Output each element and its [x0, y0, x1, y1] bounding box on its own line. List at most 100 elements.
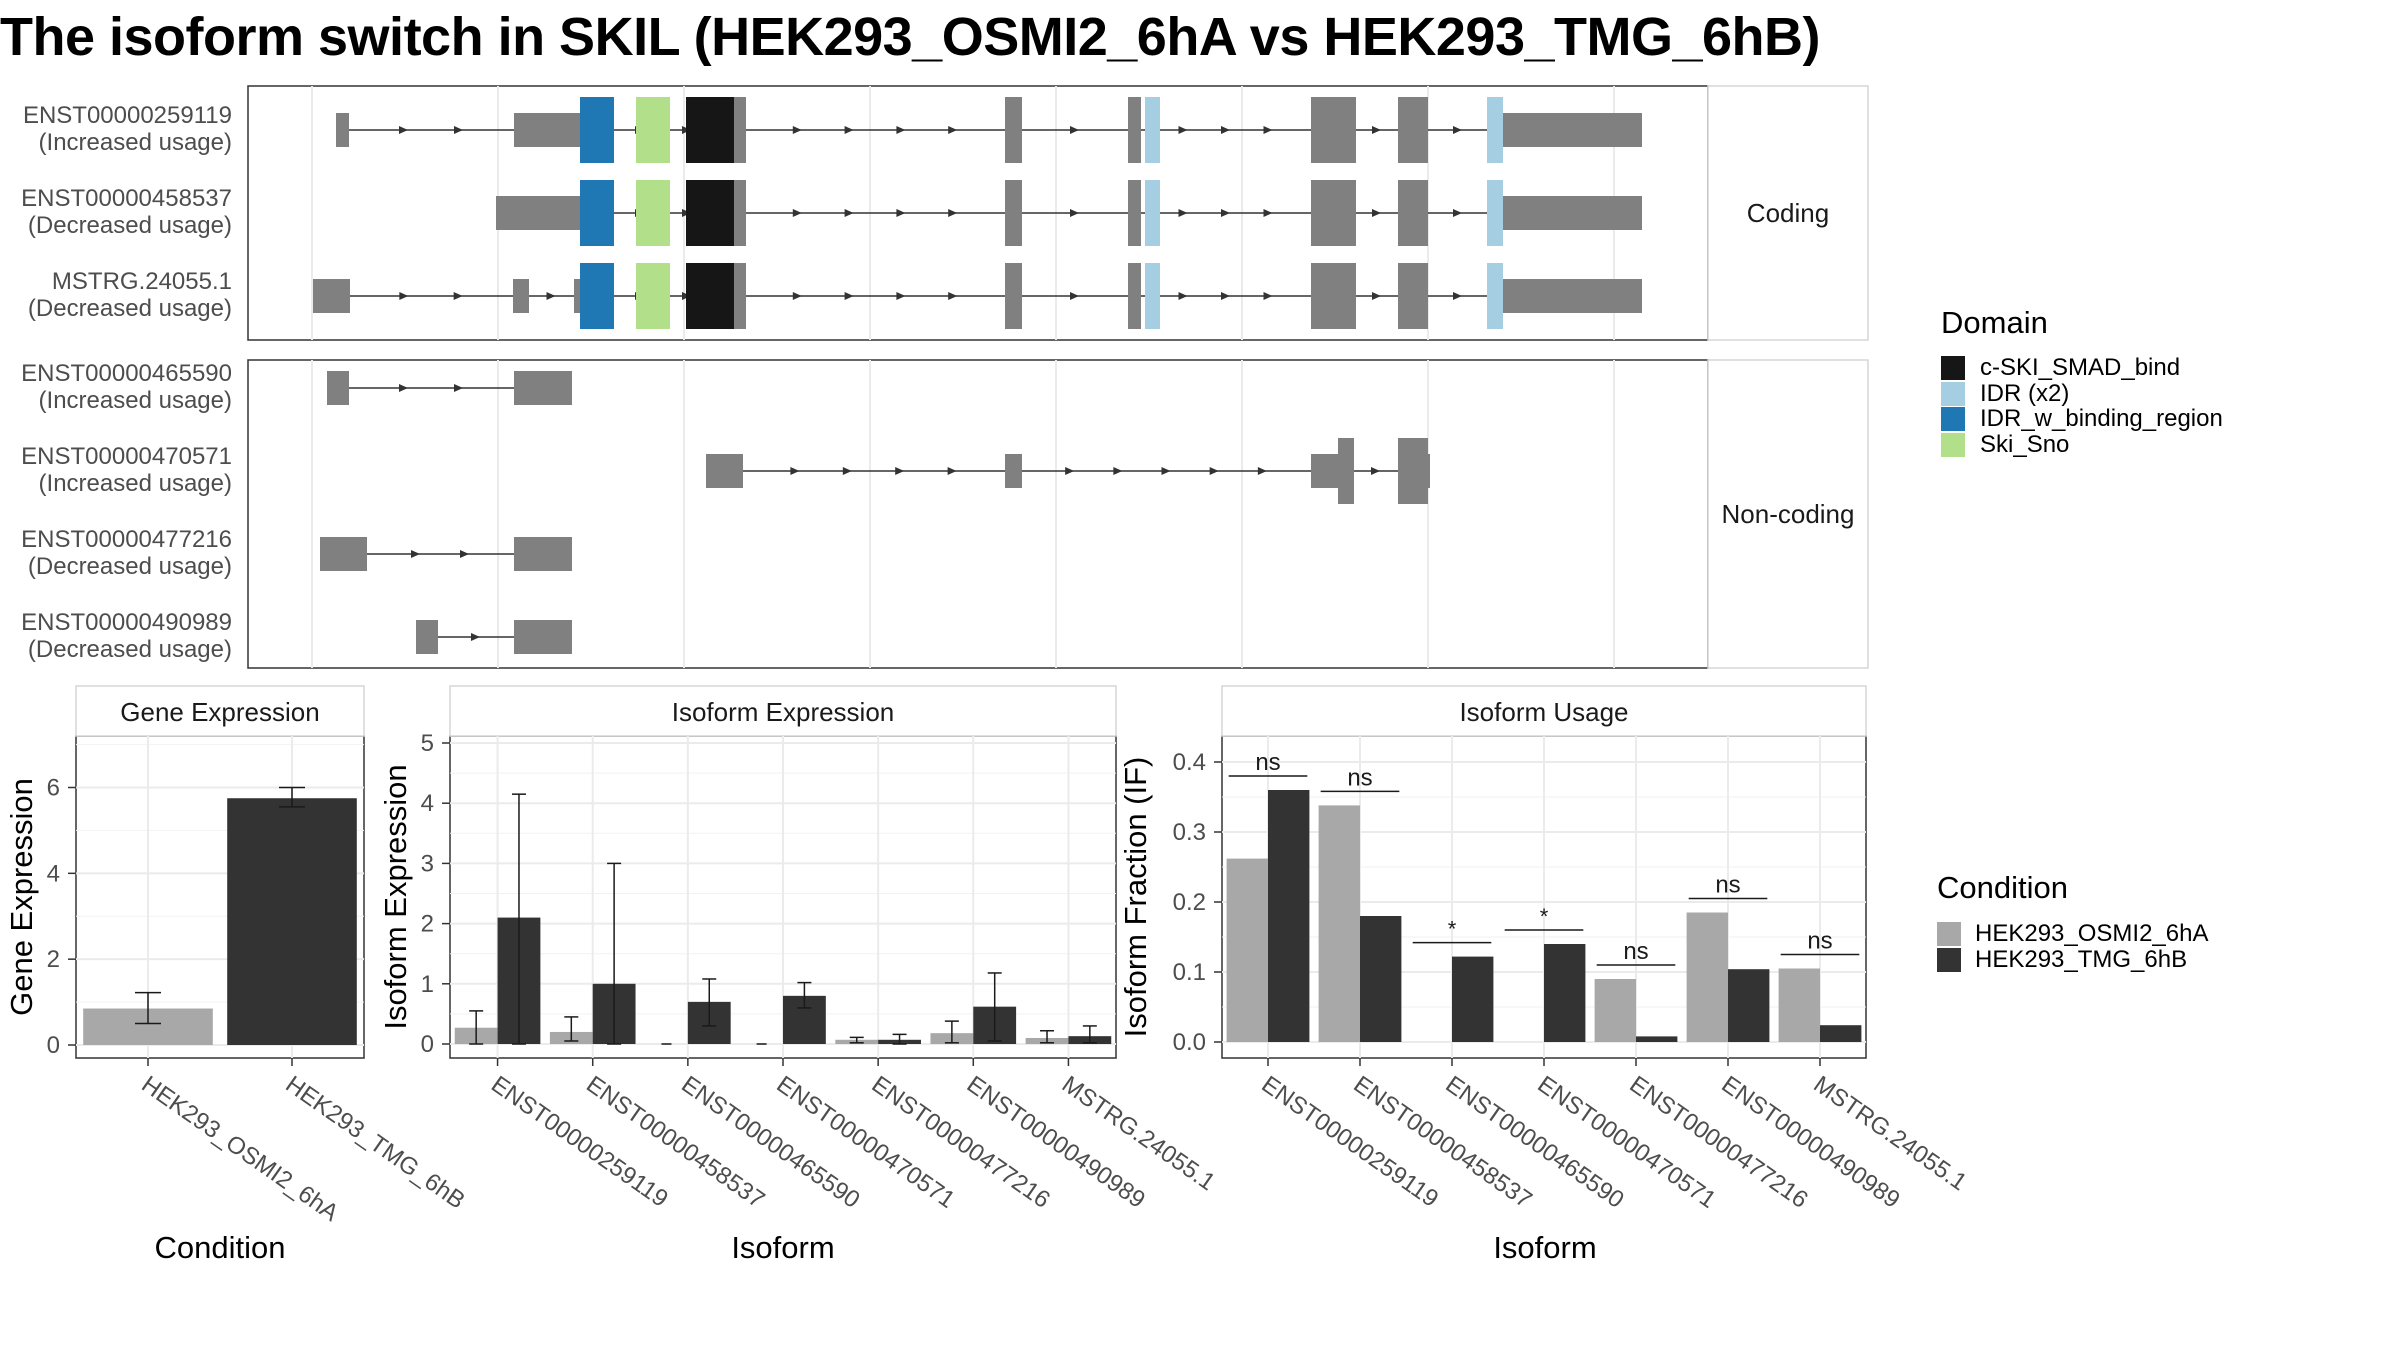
isoform-usage-y-tick-label: 0.4	[1173, 749, 1206, 776]
isoform-expression-x-tick-label: ENST00000490989	[962, 1071, 1150, 1214]
gene-expression-y-tick-label: 0	[47, 1032, 60, 1059]
isoform-id-label: ENST00000465590	[21, 360, 232, 387]
isoform-usage-y-axis-title: Isoform Fraction (IF)	[1118, 757, 1153, 1038]
exon-block	[1398, 180, 1428, 246]
domain-block	[1487, 263, 1503, 329]
isoform-id-label: MSTRG.24055.1	[51, 268, 232, 295]
domain-block	[1145, 97, 1160, 163]
intron-arrow	[844, 126, 854, 134]
intron-arrow	[1178, 292, 1188, 300]
isoform-expression-y-tick-label: 0	[421, 1031, 434, 1058]
isoform-expression-y-tick-label: 3	[421, 850, 434, 877]
gene-expression-y-tick-label: 4	[47, 860, 60, 887]
intron-arrow	[896, 292, 906, 300]
condition-legend-label: HEK293_OSMI2_6hA	[1975, 920, 2209, 947]
exon-block	[416, 620, 438, 654]
isoform-usage-bar	[1636, 1036, 1678, 1042]
domain-legend-key	[1941, 407, 1965, 431]
exon-block	[1128, 97, 1141, 163]
significance-label: ns	[1255, 749, 1280, 776]
exon-block	[1503, 279, 1642, 313]
intron-arrow	[842, 467, 852, 475]
isoform-usage-panel-strip	[1221, 685, 1867, 737]
domain-block	[686, 263, 734, 329]
intron-arrow	[1453, 126, 1462, 134]
exon-block	[1503, 113, 1642, 147]
isoform-usage-label: (Increased usage)	[38, 129, 232, 156]
condition-legend-key	[1937, 922, 1961, 946]
exon-block	[1128, 263, 1141, 329]
intron-arrow	[454, 126, 463, 134]
isoform-id-label: ENST00000477216	[21, 526, 232, 553]
intron-arrow	[1065, 467, 1075, 475]
domain-block	[580, 263, 614, 329]
domain-block	[636, 97, 670, 163]
figure-title: The isoform switch in SKIL (HEK293_OSMI2…	[0, 7, 1821, 67]
coding-panel-strip	[1707, 85, 1869, 341]
intron-arrow	[844, 292, 854, 300]
isoform-expression-x-tick-label: ENST00000477216	[867, 1071, 1055, 1214]
exon-block	[1311, 454, 1338, 488]
isoform-expression-panel-strip	[449, 685, 1117, 737]
exon-block	[496, 196, 580, 230]
isoform-usage-bar	[1360, 916, 1402, 1042]
intron-arrow	[1453, 209, 1462, 217]
intron-arrow	[1161, 467, 1171, 475]
significance-label: ns	[1715, 872, 1740, 899]
isoform-usage-bar	[1820, 1025, 1862, 1042]
intron-arrow	[1178, 126, 1188, 134]
isoform-expression-x-tick-label: ENST00000465590	[676, 1071, 864, 1214]
exon-block	[734, 263, 746, 329]
intron-arrow	[1371, 467, 1380, 475]
coding-panel-label: Coding	[1746, 198, 1830, 228]
intron-arrow	[546, 292, 556, 300]
exon-block	[1311, 97, 1356, 163]
exon-block	[1398, 438, 1428, 504]
isoform-usage-x-axis-title: Isoform	[1493, 1230, 1596, 1265]
intron-arrow	[1453, 292, 1462, 300]
domain-legend-key	[1941, 356, 1965, 380]
intron-arrow	[399, 292, 409, 300]
intron-arrow	[947, 467, 957, 475]
condition-legend-key	[1937, 947, 1961, 972]
intron-arrow	[896, 209, 906, 217]
isoform-id-label: ENST00000259119	[22, 102, 232, 129]
significance-label: ns	[1623, 938, 1648, 965]
gene-expression-panel-title: Gene Expression	[120, 697, 319, 727]
gene-expression-x-axis-title: Condition	[155, 1230, 286, 1265]
exon-block	[514, 371, 572, 405]
gene-expression-bar	[227, 798, 357, 1045]
exon-block	[313, 279, 350, 313]
intron-arrow	[1257, 467, 1267, 475]
domain-block	[580, 97, 614, 163]
intron-arrow	[1221, 292, 1230, 300]
isoform-usage-label: (Decreased usage)	[27, 212, 232, 239]
domain-legend-label: IDR_w_binding_region	[1980, 405, 2223, 432]
exon-block	[514, 620, 572, 654]
significance-label: *	[1448, 917, 1457, 942]
domain-block	[686, 97, 734, 163]
intron-arrow	[792, 126, 802, 134]
intron-arrow	[1070, 292, 1079, 300]
exon-block	[1398, 97, 1428, 163]
significance-label: ns	[1347, 764, 1372, 791]
intron-arrow	[948, 126, 958, 134]
exon-block	[1398, 263, 1428, 329]
intron-arrow	[1113, 467, 1123, 475]
isoform-expression-x-tick-label: ENST00000259119	[486, 1071, 673, 1213]
significance-label: ns	[1807, 928, 1832, 955]
exon-block	[1311, 180, 1356, 246]
isoform-expression-y-tick-label: 5	[421, 730, 434, 757]
intron-arrow	[896, 126, 906, 134]
isoform-usage-bar	[1544, 944, 1586, 1042]
exon-block	[514, 537, 572, 571]
exon-block	[1311, 263, 1356, 329]
exon-block	[1503, 196, 1642, 230]
domain-block	[1487, 97, 1503, 163]
exon-block	[1128, 180, 1141, 246]
domain-block	[636, 263, 670, 329]
isoform-expression-x-tick-label: MSTRG.24055.1	[1057, 1071, 1220, 1196]
isoform-usage-y-tick-label: 0.0	[1173, 1029, 1206, 1056]
exon-block	[513, 279, 529, 313]
